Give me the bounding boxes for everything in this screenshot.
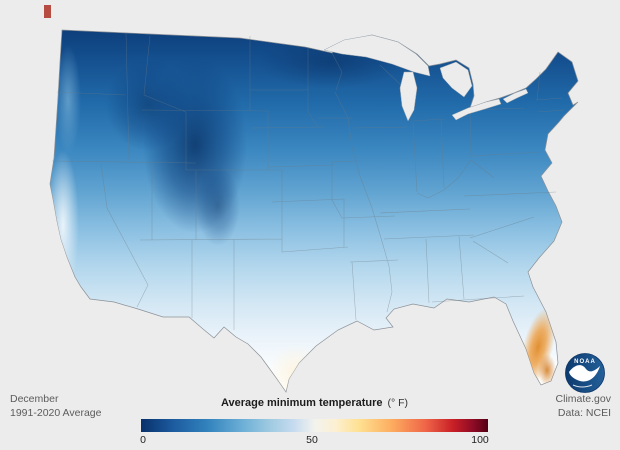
lake-ontario bbox=[502, 88, 529, 104]
period-label: December 1991-2020 Average bbox=[10, 392, 101, 420]
lake-michigan bbox=[399, 71, 418, 122]
colorbar-tick-max: 100 bbox=[471, 434, 489, 446]
legend-unit: (° F) bbox=[387, 397, 409, 409]
lake-erie bbox=[451, 98, 502, 121]
colorbar bbox=[141, 419, 488, 432]
noaa-logo-text: NOAA bbox=[574, 359, 596, 365]
great-lakes bbox=[323, 34, 529, 122]
noaa-logo: NOAA bbox=[565, 353, 605, 393]
wave-icon bbox=[572, 384, 593, 388]
state-borders bbox=[51, 32, 565, 330]
legend-title-text: Average minimum temperature bbox=[220, 397, 383, 409]
colorbar-tick-min: 0 bbox=[140, 434, 146, 446]
red-mark bbox=[44, 5, 51, 18]
period-range: 1991-2020 Average bbox=[10, 407, 102, 420]
colorbar-tick-mid: 50 bbox=[306, 434, 318, 446]
seagull-icon bbox=[569, 365, 600, 382]
source-data: Data: NCEI bbox=[557, 407, 611, 420]
lake-huron bbox=[439, 61, 473, 98]
period-month: December bbox=[10, 393, 59, 405]
source-site: Climate.gov bbox=[555, 393, 611, 405]
lake-superior bbox=[323, 34, 431, 77]
source-label: Climate.gov Data: NCEI bbox=[556, 392, 611, 420]
legend-title: Average minimum temperature (° F) bbox=[141, 397, 488, 409]
